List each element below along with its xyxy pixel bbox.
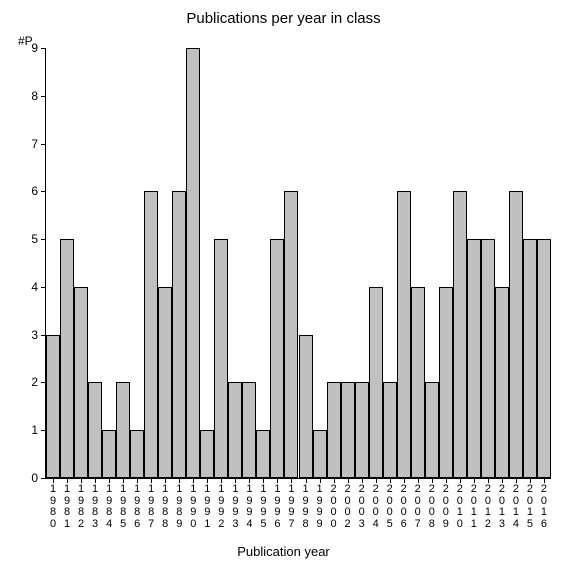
bar <box>537 239 551 478</box>
x-tick-label: 1 9 9 8 <box>301 484 311 530</box>
bar <box>60 239 74 478</box>
x-tick-label: 1 9 9 1 <box>202 484 212 530</box>
bar <box>186 48 200 478</box>
y-tick <box>41 191 46 192</box>
bar <box>228 382 242 478</box>
x-tick-label: 1 9 8 7 <box>146 484 156 530</box>
bar <box>74 287 88 478</box>
bar <box>158 287 172 478</box>
x-tick-label: 1 9 9 6 <box>272 484 282 530</box>
y-tick-label: 4 <box>31 280 38 294</box>
plot-area: 01234567891 9 8 01 9 8 11 9 8 21 9 8 31 … <box>45 48 551 479</box>
x-tick-label: 2 0 1 0 <box>455 484 465 530</box>
x-tick-label: 2 0 0 7 <box>413 484 423 530</box>
bar <box>46 335 60 478</box>
bar <box>481 239 495 478</box>
bar <box>467 239 481 478</box>
bar <box>341 382 355 478</box>
x-axis-label: Publication year <box>0 544 567 559</box>
bar <box>383 382 397 478</box>
bar <box>242 382 256 478</box>
y-tick-label: 8 <box>31 89 38 103</box>
bar <box>327 382 341 478</box>
bar <box>102 430 116 478</box>
x-tick-label: 1 9 8 3 <box>90 484 100 530</box>
x-tick-label: 1 9 8 9 <box>174 484 184 530</box>
bar <box>397 191 411 478</box>
bar <box>453 191 467 478</box>
y-tick <box>41 48 46 49</box>
y-tick-label: 1 <box>31 423 38 437</box>
bar <box>130 430 144 478</box>
y-tick-label: 3 <box>31 328 38 342</box>
bar <box>313 430 327 478</box>
x-tick-label: 2 0 0 2 <box>343 484 353 530</box>
bar <box>200 430 214 478</box>
x-tick-label: 2 0 0 0 <box>329 484 339 530</box>
x-tick-label: 2 0 1 4 <box>511 484 521 530</box>
x-tick-label: 2 0 0 9 <box>441 484 451 530</box>
x-tick-label: 1 9 8 6 <box>132 484 142 530</box>
bar <box>284 191 298 478</box>
y-tick <box>41 239 46 240</box>
bar <box>439 287 453 478</box>
chart-title: Publications per year in class <box>0 10 567 27</box>
y-tick-label: 9 <box>31 41 38 55</box>
y-tick-label: 7 <box>31 137 38 151</box>
x-tick-label: 1 9 8 4 <box>104 484 114 530</box>
x-tick-label: 1 9 9 5 <box>258 484 268 530</box>
x-tick-label: 1 9 8 1 <box>62 484 72 530</box>
x-tick-label: 1 9 9 3 <box>230 484 240 530</box>
bar <box>509 191 523 478</box>
x-tick-label: 1 9 9 7 <box>286 484 296 530</box>
bar <box>495 287 509 478</box>
x-tick-label: 1 9 9 4 <box>244 484 254 530</box>
chart-container: Publications per year in class #P 012345… <box>0 0 567 567</box>
x-tick-label: 2 0 0 5 <box>385 484 395 530</box>
x-tick-label: 2 0 0 4 <box>371 484 381 530</box>
bar <box>425 382 439 478</box>
bar <box>523 239 537 478</box>
x-tick-label: 2 0 1 2 <box>483 484 493 530</box>
x-tick-label: 2 0 1 1 <box>469 484 479 530</box>
bar <box>411 287 425 478</box>
y-tick <box>41 96 46 97</box>
x-tick-label: 1 9 9 2 <box>216 484 226 530</box>
bar <box>116 382 130 478</box>
x-tick-label: 1 9 9 0 <box>188 484 198 530</box>
x-tick-label: 2 0 1 5 <box>525 484 535 530</box>
y-tick <box>41 144 46 145</box>
bar <box>214 239 228 478</box>
x-tick-label: 2 0 0 6 <box>399 484 409 530</box>
x-tick-label: 1 9 8 5 <box>118 484 128 530</box>
bar <box>88 382 102 478</box>
y-tick-label: 6 <box>31 184 38 198</box>
y-tick <box>41 287 46 288</box>
x-tick-label: 1 9 8 2 <box>76 484 86 530</box>
bar <box>299 335 313 478</box>
x-tick-label: 1 9 8 8 <box>160 484 170 530</box>
bar <box>355 382 369 478</box>
bar <box>256 430 270 478</box>
y-tick <box>41 478 46 479</box>
bar <box>172 191 186 478</box>
x-tick-label: 2 0 0 3 <box>357 484 367 530</box>
bar <box>144 191 158 478</box>
x-tick-label: 1 9 8 0 <box>48 484 58 530</box>
x-tick-label: 2 0 0 8 <box>427 484 437 530</box>
bar <box>369 287 383 478</box>
y-tick-label: 5 <box>31 232 38 246</box>
y-tick-label: 2 <box>31 375 38 389</box>
y-tick-label: 0 <box>31 471 38 485</box>
bar <box>270 239 284 478</box>
x-tick-label: 1 9 9 9 <box>315 484 325 530</box>
x-tick-label: 2 0 1 3 <box>497 484 507 530</box>
x-tick-label: 2 0 1 6 <box>539 484 549 530</box>
